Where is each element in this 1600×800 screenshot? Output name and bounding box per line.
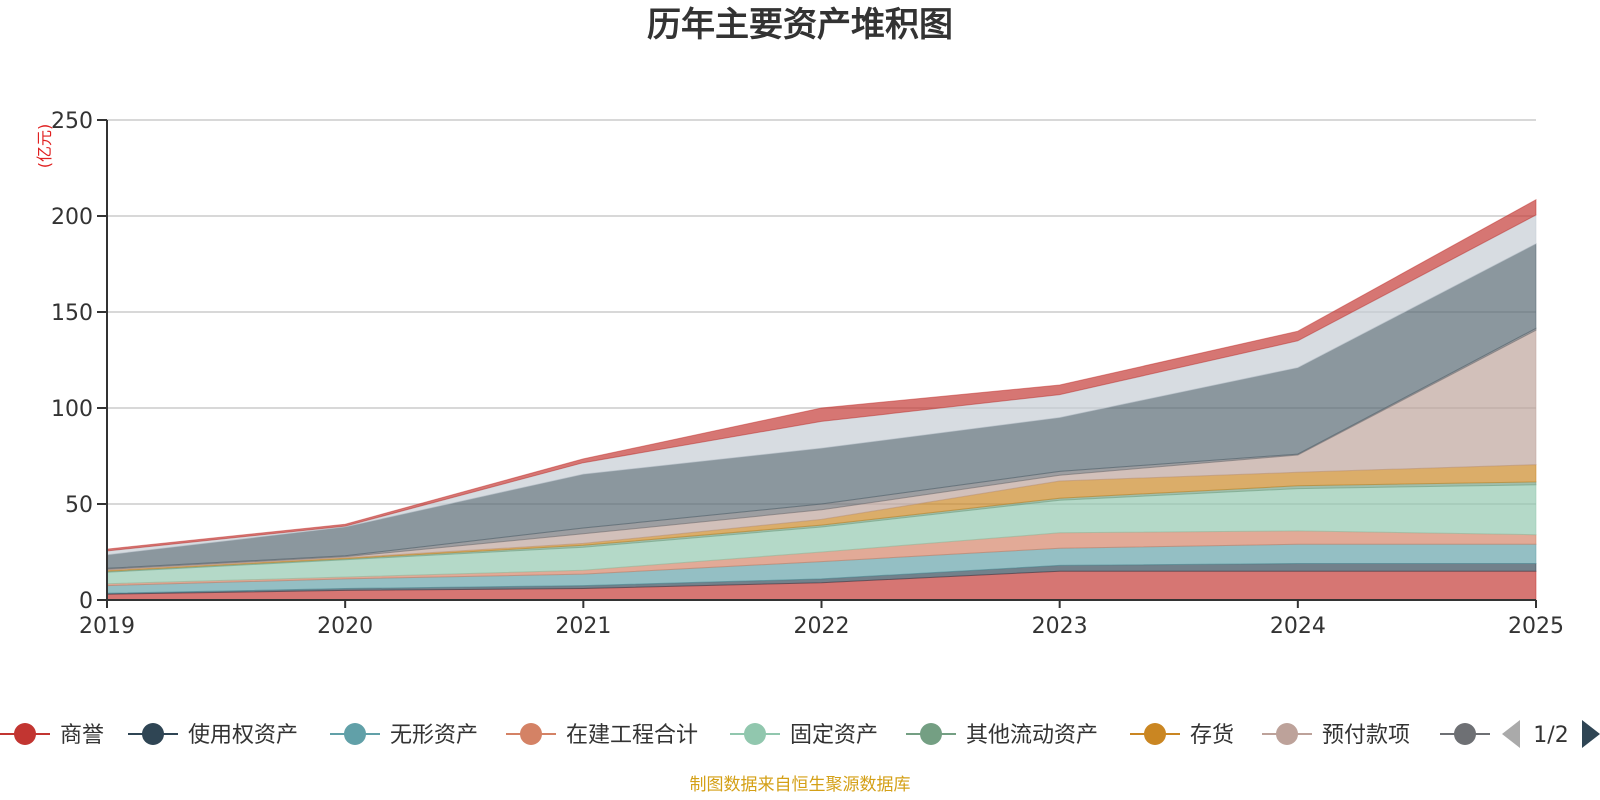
- y-tick-label: 50: [65, 493, 93, 518]
- legend-circle-marker: [142, 723, 164, 745]
- legend-circle-marker: [1276, 723, 1298, 745]
- axes: 2019 2020 2021 2022 2023 2024 2025: [79, 120, 1564, 639]
- legend-label: 使用权资产: [188, 723, 298, 748]
- legend-item[interactable]: 预付款项: [1262, 723, 1410, 748]
- legend-label: 无形资产: [390, 723, 478, 748]
- legend-circle-marker: [920, 723, 942, 745]
- legend-label: 商誉: [60, 723, 104, 748]
- legend-label: 在建工程合计: [566, 723, 698, 748]
- legend-circle-marker: [14, 723, 36, 745]
- legend-page-indicator: 1/2: [1533, 723, 1568, 748]
- area-series-group: [106, 198, 1537, 601]
- legend-item[interactable]: [1440, 723, 1490, 745]
- legend-item[interactable]: 固定资产: [730, 723, 878, 748]
- y-tick-label: 100: [51, 397, 93, 422]
- legend-item[interactable]: 在建工程合计: [506, 723, 698, 748]
- legend-item[interactable]: 使用权资产: [128, 723, 298, 748]
- legend-label: 存货: [1190, 723, 1234, 748]
- legend-next-page-icon[interactable]: [1582, 720, 1600, 748]
- y-tick-label: 250: [51, 109, 93, 134]
- legend-item[interactable]: 无形资产: [330, 723, 478, 748]
- chart-title: 历年主要资产堆积图: [647, 5, 953, 45]
- legend-circle-marker: [520, 723, 542, 745]
- x-tick-label: 2025: [1508, 614, 1564, 639]
- legend-prev-page-icon[interactable]: [1502, 720, 1520, 748]
- x-tick-label: 2020: [317, 614, 373, 639]
- legend-label: 预付款项: [1322, 723, 1410, 748]
- x-tick-label: 2024: [1270, 614, 1326, 639]
- legend-circle-marker: [744, 723, 766, 745]
- y-tick-label: 200: [51, 205, 93, 230]
- x-tick-label: 2019: [79, 614, 135, 639]
- x-tick-label: 2021: [555, 614, 611, 639]
- legend[interactable]: 商誉 使用权资产 无形资产 在建工程合计 固定资产 其他流动资产 存货 预付款项 1/2: [0, 720, 1600, 748]
- legend-item[interactable]: 其他流动资产: [906, 723, 1098, 748]
- legend-circle-marker: [344, 723, 366, 745]
- area-series-交易性金融资产: [106, 198, 1537, 552]
- x-tick-label: 2023: [1032, 614, 1088, 639]
- legend-item[interactable]: 存货: [1130, 723, 1234, 748]
- legend-circle-marker: [1144, 723, 1166, 745]
- data-source-note: 制图数据来自恒生聚源数据库: [690, 775, 911, 795]
- y-axis-unit-label: (亿元): [35, 124, 54, 169]
- y-tick-label: 150: [51, 301, 93, 326]
- x-tick-label: 2022: [794, 614, 850, 639]
- legend-label: 固定资产: [790, 723, 878, 748]
- legend-item[interactable]: 商誉: [0, 723, 104, 748]
- legend-circle-marker: [1454, 723, 1476, 745]
- y-tick-label: 0: [79, 589, 93, 614]
- legend-label: 其他流动资产: [966, 723, 1098, 748]
